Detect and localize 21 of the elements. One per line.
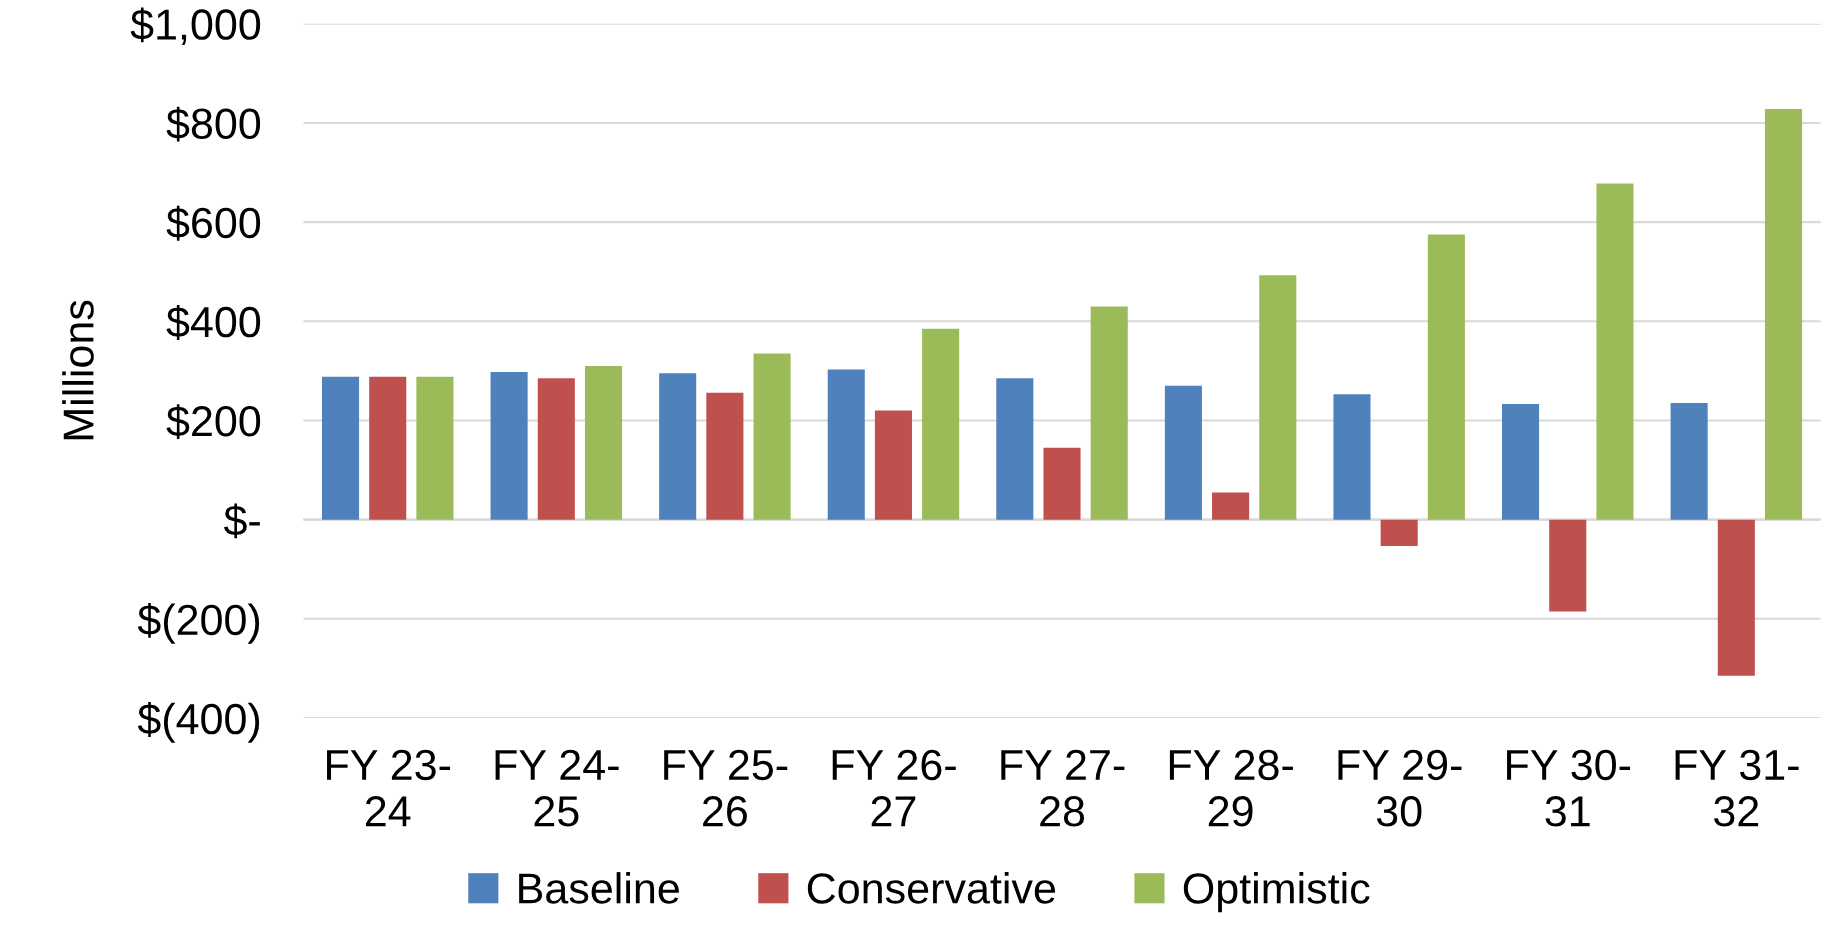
x-tick-label: FY 23- 24 [327,749,451,827]
x-tick-label: FY 26- 27 [832,749,956,827]
x-tick-label: FY 25- 26 [664,749,788,827]
y-tick-label: $600 [166,205,261,241]
y-tick-label: $1,000 [130,7,261,45]
legend-label: Optimistic [1183,872,1370,913]
y-tick-label: $800 [166,106,261,142]
x-tick-label: FY 28- 29 [1169,749,1293,827]
legend-label: Conservative [807,872,1055,904]
x-tick-label: FY 30- 31 [1507,749,1631,827]
legend-label: Baseline [519,872,679,904]
x-tick-label: FY 24- 25 [495,749,619,827]
y-tick-label: $200 [166,404,261,440]
y-tick-label: $(200) [137,602,260,644]
x-tick-label: FY 29- 30 [1338,749,1462,827]
x-tick-label: FY 27- 28 [1001,749,1125,827]
y-axis-title: Millions [62,300,94,440]
y-tick-label: $- [223,503,260,539]
y-tick-label: $(400) [137,702,260,743]
x-tick-label: FY 31- 32 [1675,749,1799,827]
y-tick-label: $400 [166,305,261,340]
